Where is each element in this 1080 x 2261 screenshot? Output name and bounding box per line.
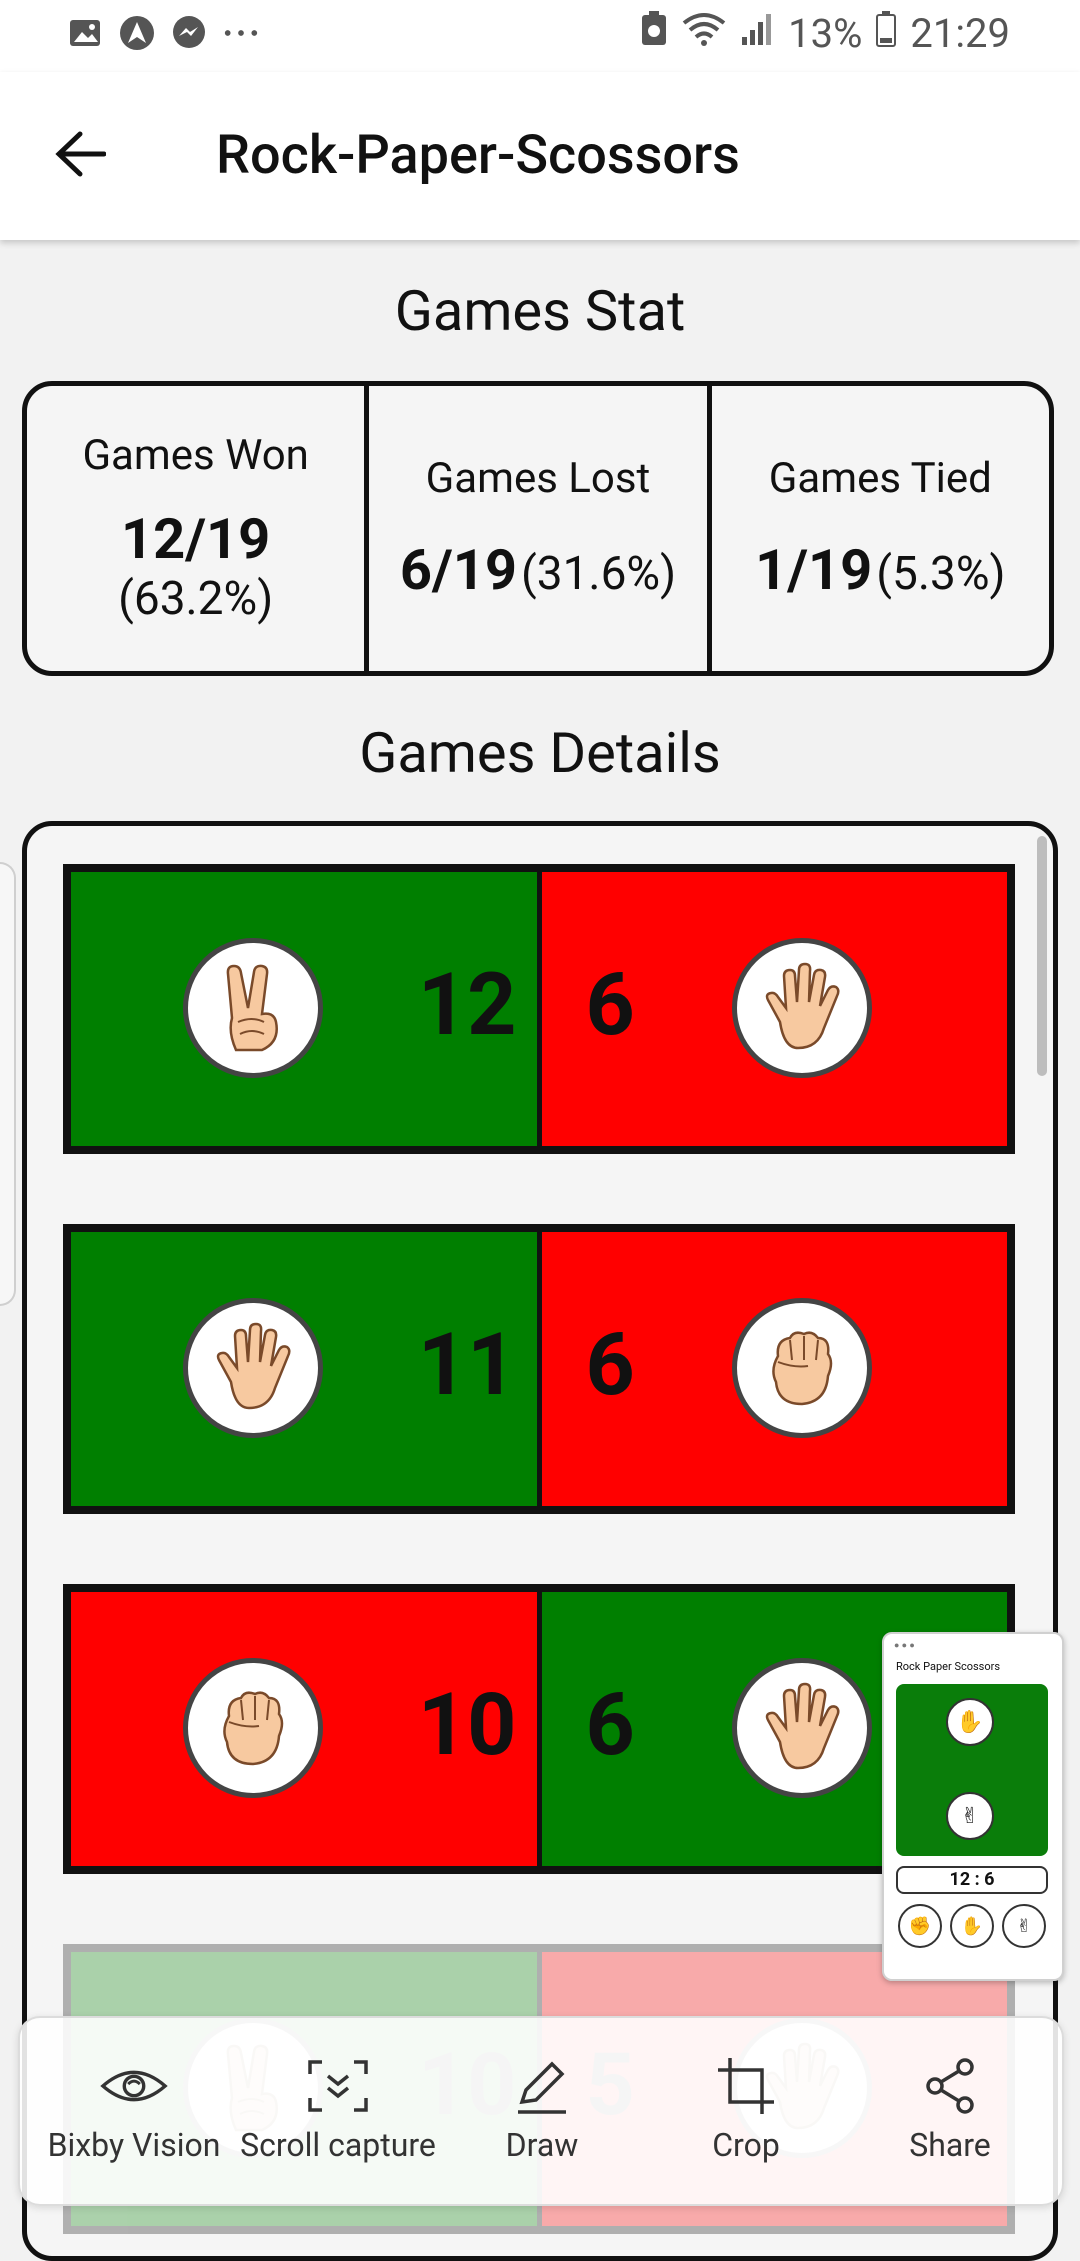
stat-lost-line: 6/19 (31.6%): [400, 537, 676, 603]
player-side: 12: [71, 872, 542, 1146]
screenshot-preview[interactable]: ● ● ● Rock Paper Scossors ✋ ✌ 12 : 6 ✊ ✋…: [882, 1632, 1064, 1981]
messenger-icon: [170, 14, 208, 52]
stats-panel: Games Won 12/19 (63.2%) Games Lost 6/19 …: [22, 381, 1054, 676]
player-side: 11: [71, 1232, 542, 1506]
stat-lost-label: Games Lost: [425, 454, 651, 503]
stat-lost-percent: (31.6%): [520, 547, 677, 601]
stat-tied-label: Games Tied: [768, 454, 992, 503]
preview-paper-icon: ✋: [950, 1904, 994, 1948]
stat-lost-value: 6/19: [399, 537, 518, 603]
bixby-vision-button[interactable]: Bixby Vision: [34, 2054, 234, 2164]
scroll-capture-icon: [303, 2054, 373, 2118]
stat-tied-value: 1/19: [755, 537, 873, 603]
status-right: 13% 21:29: [640, 10, 1010, 57]
preview-hand-icon: ✌: [946, 1792, 994, 1840]
share-button[interactable]: Share: [850, 2054, 1050, 2164]
share-icon: [915, 2054, 985, 2118]
game-row[interactable]: 11 6: [63, 1224, 1015, 1514]
app-bar: Rock-Paper-Scossors: [0, 72, 1080, 240]
scissors-hand-icon: [183, 938, 323, 1078]
stat-won-value: 12/19: [121, 506, 271, 572]
game-row[interactable]: 10 6: [63, 1584, 1015, 1874]
player-score: 12: [417, 954, 517, 1055]
player-side: 10: [71, 1592, 542, 1866]
game-row[interactable]: 12 6: [63, 864, 1015, 1154]
crop-label: Crop: [712, 2126, 780, 2164]
wifi-icon: [682, 10, 726, 57]
details-heading: Games Details: [359, 720, 721, 786]
status-left-icons: [66, 14, 260, 52]
scroll-capture-button[interactable]: Scroll capture: [238, 2054, 438, 2164]
preview-rock-icon: ✊: [898, 1904, 942, 1948]
draw-button[interactable]: Draw: [442, 2054, 642, 2164]
computer-score: 6: [585, 954, 635, 1055]
battery-percent: 13%: [788, 10, 863, 57]
recycle-icon: [640, 10, 668, 57]
preview-title: Rock Paper Scossors: [896, 1660, 1001, 1673]
paper-hand-icon: [731, 1658, 872, 1798]
eye-icon: [99, 2054, 169, 2118]
paper-hand-icon: [731, 938, 872, 1078]
crop-icon: [711, 2054, 781, 2118]
player-score: 11: [417, 1314, 517, 1415]
clock: 21:29: [910, 10, 1010, 57]
preview-scissors-icon: ✌: [1002, 1904, 1046, 1948]
stat-tied-percent: (5.3%): [876, 547, 1006, 601]
page-title: Rock-Paper-Scossors: [216, 124, 740, 187]
back-arrow-icon[interactable]: [48, 122, 112, 186]
preview-hand-icon: ✋: [946, 1698, 994, 1746]
stats-heading: Games Stat: [394, 278, 686, 344]
status-bar: 13% 21:29: [0, 0, 1080, 72]
stat-won: Games Won 12/19 (63.2%): [27, 386, 364, 671]
battery-icon: [876, 10, 897, 57]
scroll-capture-label: Scroll capture: [240, 2126, 436, 2164]
paper-hand-icon: [183, 1298, 323, 1438]
stat-won-label: Games Won: [82, 431, 309, 480]
computer-score: 6: [585, 1674, 635, 1775]
crop-button[interactable]: Crop: [646, 2054, 846, 2164]
scrollbar[interactable]: [1037, 836, 1047, 1076]
preview-card: ✋ ✌: [896, 1684, 1048, 1856]
pencil-icon: [507, 2054, 577, 2118]
preview-score: 12 : 6: [896, 1866, 1048, 1894]
arrow-a-icon: [118, 14, 156, 52]
computer-side: 6: [541, 1232, 1007, 1506]
share-label: Share: [909, 2126, 991, 2164]
stat-tied-line: 1/19 (5.3%): [755, 537, 1005, 603]
edge-panel-handle[interactable]: [0, 862, 16, 1306]
stat-lost: Games Lost 6/19 (31.6%): [364, 386, 706, 671]
computer-side: 6: [541, 872, 1007, 1146]
image-icon: [66, 14, 104, 52]
computer-score: 6: [585, 1314, 635, 1415]
more-dots-icon: [222, 14, 260, 52]
player-score: 10: [417, 1674, 517, 1775]
screenshot-toolbar: Bixby Vision Scroll capture Draw Crop Sh…: [18, 2016, 1064, 2206]
draw-label: Draw: [505, 2126, 579, 2164]
preview-status: ● ● ●: [894, 1641, 915, 1651]
stat-tied: Games Tied 1/19 (5.3%): [706, 386, 1049, 671]
rock-hand-icon: [731, 1298, 872, 1438]
rock-hand-icon: [183, 1658, 323, 1798]
bixby-vision-label: Bixby Vision: [47, 2126, 221, 2164]
stat-won-percent: (63.2%): [118, 572, 274, 626]
signal-icon: [740, 10, 774, 57]
